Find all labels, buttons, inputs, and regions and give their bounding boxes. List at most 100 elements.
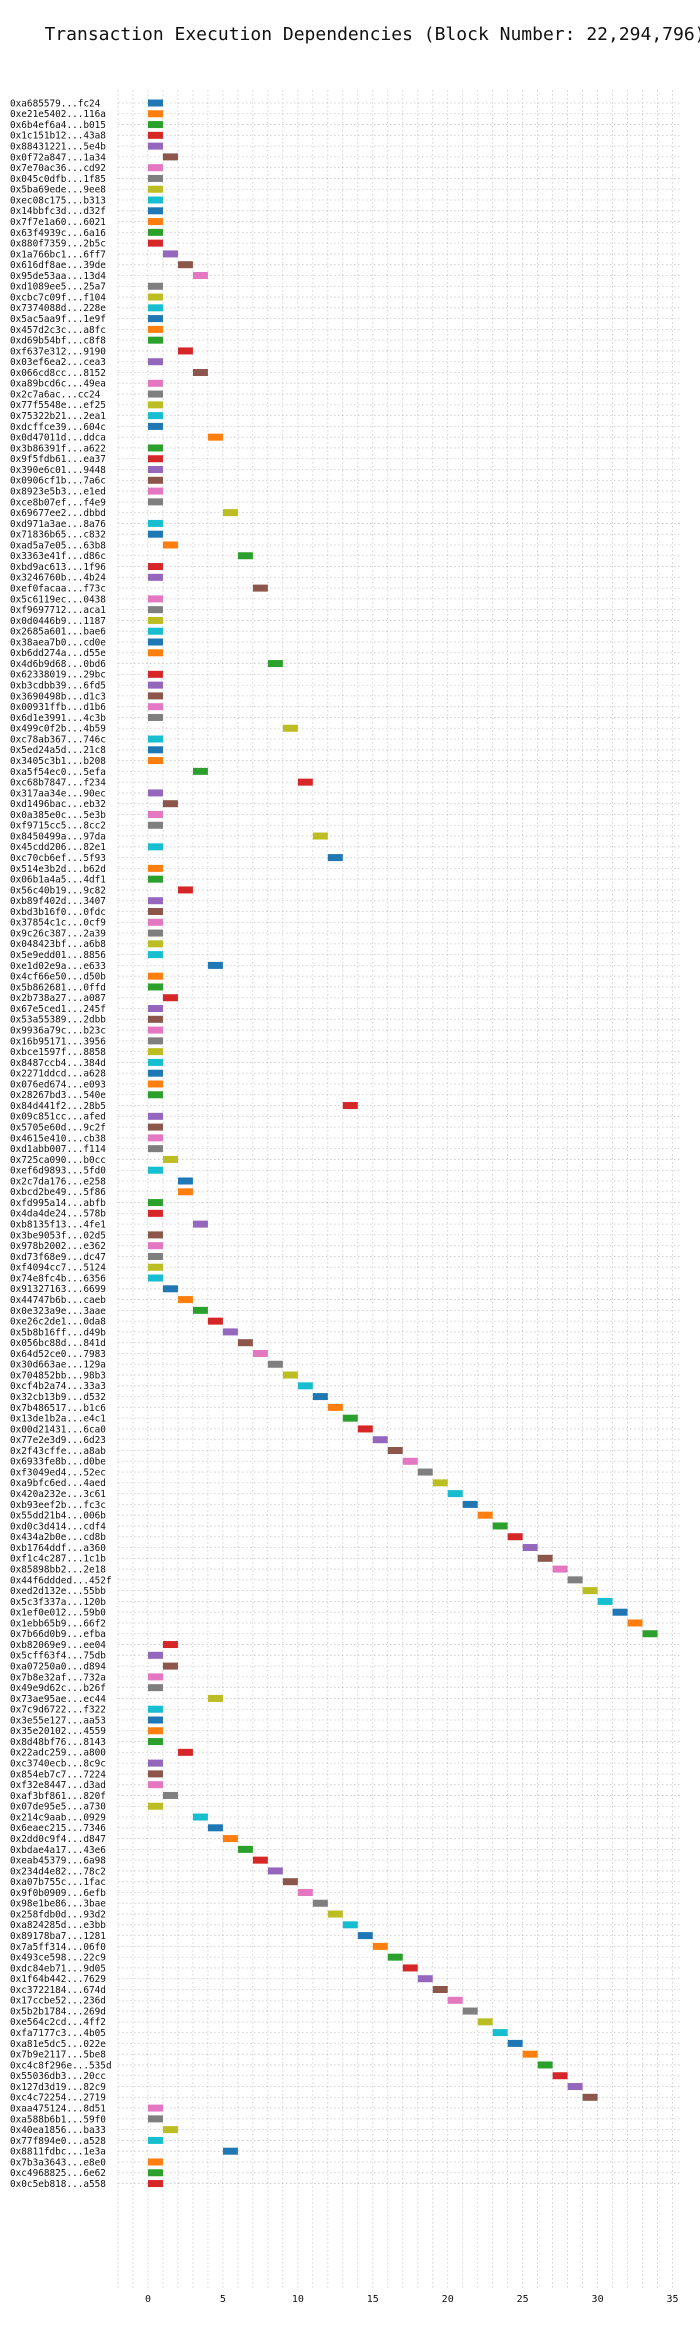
transaction-label: 0x0e323a9e...3aae: [10, 1306, 106, 1317]
transaction-label: 0x30d663ae...129a: [10, 1360, 106, 1371]
transaction-bar: [147, 595, 163, 603]
transaction-label: 0x7b486517...b1c6: [10, 1403, 106, 1414]
transaction-label: 0x0d0446b9...1187: [10, 616, 106, 627]
transaction-bar: [387, 1953, 403, 1961]
transaction-bar: [357, 1932, 373, 1940]
transaction-label: 0x71836b65...c832: [10, 530, 106, 541]
transaction-label: 0x45cdd206...82e1: [10, 842, 106, 853]
transaction-label: 0x457d2c3c...a8fc: [10, 325, 106, 336]
transaction-label: 0xa824285d...e3bb: [10, 1920, 106, 1931]
transaction-bar: [417, 1468, 433, 1476]
transaction-bar: [147, 929, 163, 937]
transaction-bar: [462, 2007, 478, 2015]
transaction-label: 0x6933fe8b...d0be: [10, 1457, 106, 1468]
transaction-label: 0xa07b755c...1fac: [10, 1877, 106, 1888]
transaction-label: 0x77f5548e...ef25: [10, 400, 106, 411]
transaction-bar: [372, 1942, 388, 1950]
transaction-label: 0x234d4e82...78c2: [10, 1866, 106, 1877]
transaction-label: 0x6b4ef6a4...b015: [10, 120, 106, 131]
transaction-label: 0x17ccbe52...236d: [10, 1996, 106, 2007]
transaction-bar: [147, 1727, 163, 1735]
transaction-bar: [162, 541, 178, 549]
transaction-bar: [147, 1134, 163, 1142]
transaction-label: 0x77e2e3d9...6d23: [10, 1435, 106, 1446]
transaction-label: 0xa89bcd6c...49ea: [10, 379, 106, 390]
transaction-bar: [147, 1209, 163, 1217]
transaction-label: 0x2271ddcd...a628: [10, 1069, 106, 1080]
transaction-label: 0x514e3b2d...b62d: [10, 864, 106, 875]
transaction-bar: [162, 800, 178, 808]
transaction-label: 0x258fdb0d...93d2: [10, 1909, 106, 1920]
transaction-bar: [162, 1641, 178, 1649]
transaction-bar: [162, 1285, 178, 1293]
transaction-bar: [147, 325, 163, 333]
transaction-bar: [147, 2169, 163, 2177]
transaction-label: 0x8811fdbc...1e3a: [10, 2147, 106, 2158]
transaction-label: 0x67e5ced1...245f: [10, 1004, 106, 1015]
transaction-bar: [147, 908, 163, 915]
transaction-bar: [147, 2136, 163, 2144]
transaction-bar: [147, 1770, 163, 1778]
transaction-bar: [147, 746, 163, 754]
transaction-label: 0x9c26c387...2a39: [10, 928, 106, 939]
transaction-bar: [207, 1694, 223, 1702]
transaction-bar: [147, 1759, 163, 1767]
x-tick-label: 25: [517, 2294, 529, 2305]
transaction-label: 0x9f5fdb61...ea37: [10, 454, 106, 465]
transaction-bar: [147, 530, 163, 538]
transaction-label: 0xa588b6b1...59f0: [10, 2114, 106, 2125]
transaction-label: 0x704852bb...98b3: [10, 1370, 106, 1381]
transaction-label: 0x0c5eb818...a558: [10, 2179, 106, 2190]
grid: [117, 90, 680, 2290]
transaction-bar: [147, 1123, 163, 1131]
transaction-bar: [147, 1802, 163, 1810]
transaction-bar: [147, 519, 163, 527]
transaction-label: 0x55dd21b4...006b: [10, 1511, 106, 1522]
transaction-bar: [582, 2093, 598, 2101]
transaction-label: 0x1ebb65b9...66f2: [10, 1618, 106, 1629]
transaction-label: 0x32cb13b9...d532: [10, 1392, 106, 1403]
transaction-bar: [147, 1684, 163, 1692]
transaction-bar: [147, 821, 163, 829]
transaction-bar: [147, 735, 163, 743]
transaction-bar: [147, 713, 163, 721]
transaction-bar: [147, 1242, 163, 1250]
transaction-label: 0x35e20102...4559: [10, 1726, 106, 1737]
transaction-bar: [147, 1781, 163, 1789]
transaction-label: 0x44747b6b...caeb: [10, 1295, 106, 1306]
transaction-label: 0xbce1597f...8858: [10, 1047, 106, 1058]
transaction-bar: [192, 1306, 208, 1314]
transaction-label: 0x3690498b...d1c3: [10, 691, 106, 702]
transaction-bar: [147, 1716, 163, 1724]
transaction-label: 0x3363e41f...d86c: [10, 551, 106, 562]
transaction-bar: [147, 606, 163, 614]
transaction-label: 0xd1089ee5...25a7: [10, 282, 106, 293]
transaction-label: 0x73ae95ae...ec44: [10, 1694, 106, 1705]
transaction-label: 0x09c851cc...afed: [10, 1112, 106, 1123]
transaction-label: 0xad5a7e05...63b8: [10, 540, 106, 551]
transaction-bar: [417, 1975, 433, 1983]
transaction-bar: [222, 1835, 238, 1843]
transaction-bar: [327, 1403, 343, 1411]
transaction-label: 0xd73f68e9...dc47: [10, 1252, 106, 1263]
transaction-bar: [147, 1263, 163, 1271]
transaction-label: 0x5e9edd01...8856: [10, 950, 106, 961]
transaction-bar: [147, 789, 163, 797]
transaction-bar: [192, 369, 208, 376]
transaction-bar: [327, 1910, 343, 1918]
transaction-label: 0x91327163...6699: [10, 1284, 106, 1295]
transaction-label: 0xaf3bf861...820f: [10, 1791, 106, 1802]
transaction-bar: [402, 1457, 418, 1465]
transaction-bar: [342, 1414, 358, 1422]
transaction-label: 0xf3049ed4...52ec: [10, 1467, 106, 1478]
transaction-bar: [147, 110, 163, 118]
transaction-bar: [477, 2018, 493, 2026]
transaction-label: 0xd1abb007...f114: [10, 1144, 106, 1155]
transaction-label: 0xb3cdbb39...6fd5: [10, 681, 106, 692]
transaction-bar: [147, 207, 163, 215]
transaction-bar: [162, 250, 178, 258]
transaction-bar: [147, 573, 163, 581]
transaction-label: 0x3405c3b1...b208: [10, 756, 106, 767]
transaction-bar: [297, 1888, 313, 1896]
transaction-label: 0xb89f402d...3407: [10, 896, 106, 907]
